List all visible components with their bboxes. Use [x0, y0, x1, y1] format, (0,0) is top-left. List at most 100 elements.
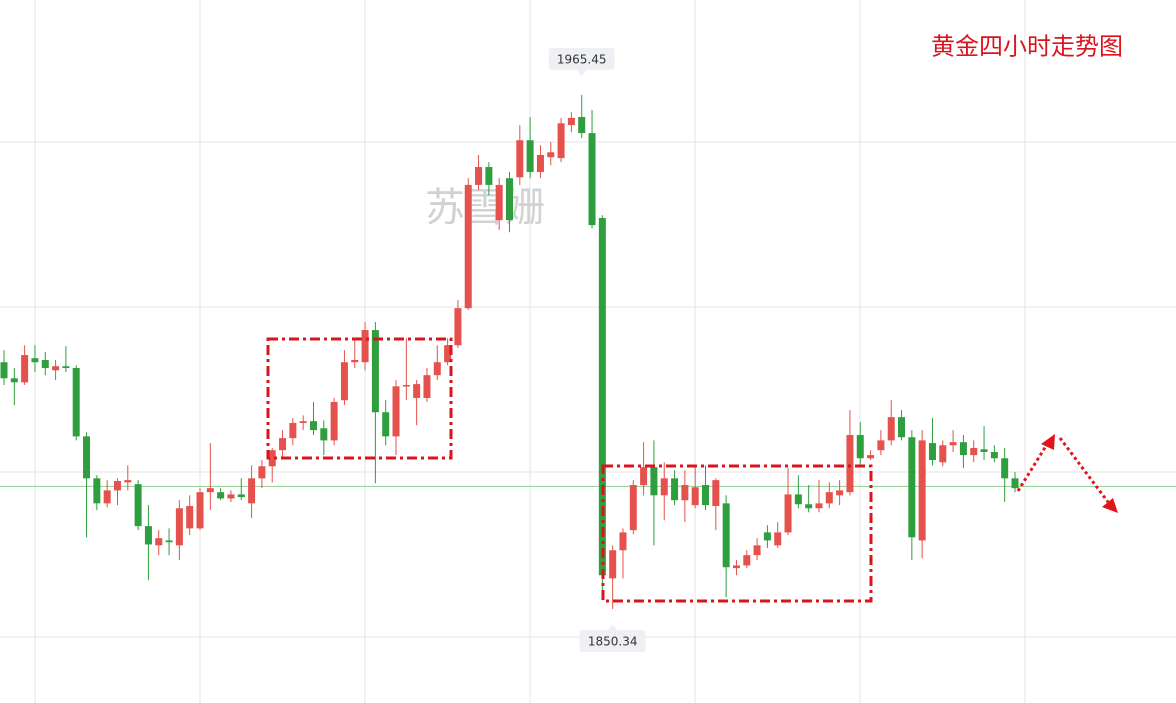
candle-body	[248, 478, 256, 504]
candle-body	[784, 494, 792, 533]
candle-body	[309, 421, 317, 431]
candle-body	[588, 133, 596, 226]
candle-body	[134, 484, 142, 527]
label-box	[548, 47, 615, 70]
candle-body	[763, 532, 771, 541]
candle-body	[485, 167, 493, 185]
candle-body	[155, 538, 163, 546]
candle-body	[258, 466, 266, 479]
arrow-head	[1041, 434, 1055, 450]
candle-body	[206, 488, 214, 493]
candle-body	[918, 440, 926, 541]
candle-body	[279, 438, 287, 451]
candle-body	[877, 440, 885, 451]
candle-body	[856, 435, 864, 459]
candle-body	[887, 417, 895, 441]
extreme-value: 1850.34	[588, 635, 638, 649]
candle-body	[1011, 478, 1019, 489]
candle-body	[320, 428, 328, 441]
candle-body	[836, 490, 844, 496]
candle-body	[846, 435, 854, 493]
forecast-arrows	[1016, 434, 1118, 513]
candle-body	[371, 330, 379, 413]
label-box	[579, 630, 646, 653]
candle-body	[0, 362, 8, 379]
candle-body	[990, 451, 998, 459]
candle-body	[702, 485, 710, 506]
candle-body	[413, 384, 421, 398]
arrow-down	[1058, 437, 1110, 503]
candle-body	[72, 368, 80, 437]
candle-body	[691, 487, 699, 506]
candle-body	[444, 345, 452, 363]
candle-body	[898, 417, 906, 438]
candle-body	[495, 184, 503, 221]
candle-body	[629, 485, 637, 531]
candle-body	[640, 467, 648, 486]
candle-body	[423, 375, 431, 398]
candle-body	[93, 478, 101, 504]
candle-body	[186, 506, 194, 529]
candle-body	[103, 490, 111, 504]
candle-body	[681, 485, 689, 501]
candle-body	[31, 358, 39, 363]
candle-body	[547, 152, 555, 158]
extreme-value: 1965.45	[557, 52, 607, 66]
candle-body	[980, 449, 988, 452]
candle-body	[650, 467, 658, 496]
candle-body	[722, 503, 730, 568]
candle-body	[144, 526, 152, 545]
candle-body	[567, 117, 575, 126]
candle-body	[62, 366, 70, 369]
candle-body	[774, 532, 782, 546]
candle-body	[454, 308, 462, 346]
candle-body	[557, 123, 565, 159]
chart-title: 黄金四小时走势图	[931, 33, 1123, 61]
candle-body	[506, 178, 513, 221]
candle-body	[340, 362, 348, 401]
range-box	[266, 337, 453, 460]
candle-body	[1001, 458, 1009, 479]
candle-body	[165, 540, 173, 543]
extreme-label: 1850.34	[579, 624, 646, 653]
arrow-up	[1016, 445, 1048, 492]
candle-body	[598, 217, 606, 576]
candle-body	[825, 492, 833, 504]
candle-body	[361, 330, 369, 363]
candle-body	[113, 481, 121, 491]
candle-body	[268, 450, 276, 467]
candle-body	[41, 359, 49, 369]
candle-body	[712, 480, 720, 507]
candle-body	[671, 478, 679, 501]
candle-body	[433, 362, 441, 376]
candle-body	[299, 421, 307, 423]
candle-body	[908, 437, 916, 538]
candle-body	[660, 478, 668, 496]
arrow-head	[1102, 498, 1118, 513]
candle-body	[237, 494, 245, 498]
candle-body	[815, 503, 823, 509]
candle-body	[227, 494, 235, 499]
candle-body	[382, 412, 390, 437]
candle-body	[743, 555, 751, 566]
candle-body	[464, 184, 472, 309]
candle-body	[619, 532, 627, 551]
candle-body	[753, 545, 761, 556]
candle-body	[351, 359, 359, 363]
candle-body	[949, 442, 957, 446]
label-pointer	[607, 624, 618, 631]
candle-body	[124, 480, 132, 483]
candle-body	[609, 550, 617, 579]
candle-body	[526, 140, 534, 172]
candle-body	[196, 492, 204, 529]
candle-body	[475, 167, 483, 185]
candle-body	[794, 494, 802, 505]
candle-body	[392, 386, 400, 437]
candle-body	[10, 378, 18, 383]
candle-body	[959, 442, 967, 456]
candle-body	[175, 508, 183, 546]
candle-body	[217, 492, 225, 499]
candle-body	[867, 455, 875, 459]
